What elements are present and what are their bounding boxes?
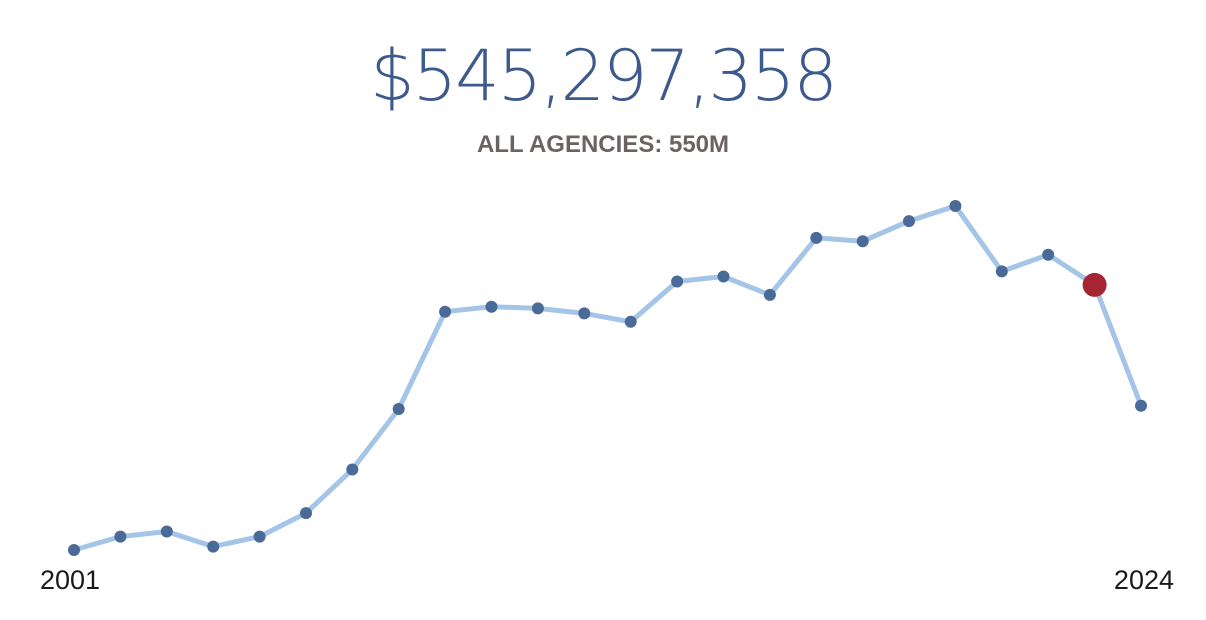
point-layer bbox=[68, 200, 1147, 556]
data-point[interactable] bbox=[346, 463, 359, 476]
data-point[interactable] bbox=[1042, 248, 1055, 261]
data-point[interactable] bbox=[671, 275, 684, 288]
data-point[interactable] bbox=[207, 540, 220, 553]
data-point[interactable] bbox=[1135, 399, 1147, 412]
data-point[interactable] bbox=[392, 403, 405, 415]
all-agencies-subtitle: ALL AGENCIES: 550M bbox=[476, 131, 730, 158]
data-point[interactable] bbox=[114, 530, 127, 543]
data-point[interactable] bbox=[300, 507, 312, 520]
data-point[interactable] bbox=[253, 530, 266, 543]
x-tick-label-end: 2024 bbox=[1114, 565, 1174, 595]
data-point[interactable] bbox=[717, 270, 730, 283]
data-point[interactable] bbox=[160, 525, 173, 538]
x-tick-label-start: 2001 bbox=[40, 565, 100, 595]
data-point[interactable] bbox=[856, 235, 869, 248]
data-point[interactable] bbox=[624, 315, 637, 328]
data-point[interactable] bbox=[485, 300, 498, 313]
data-point[interactable] bbox=[949, 200, 962, 212]
series-line bbox=[71, 203, 1144, 553]
data-point[interactable] bbox=[995, 265, 1008, 278]
total-amount: $545,297,358 bbox=[370, 35, 838, 117]
data-point[interactable] bbox=[578, 307, 591, 320]
data-point[interactable] bbox=[531, 302, 544, 315]
data-point[interactable] bbox=[903, 215, 915, 228]
data-point[interactable] bbox=[763, 288, 776, 301]
data-point[interactable] bbox=[68, 544, 80, 556]
line-layer bbox=[71, 203, 1144, 553]
highlighted-data-point[interactable] bbox=[1082, 272, 1107, 297]
data-point[interactable] bbox=[810, 231, 823, 244]
data-point[interactable] bbox=[439, 305, 452, 318]
